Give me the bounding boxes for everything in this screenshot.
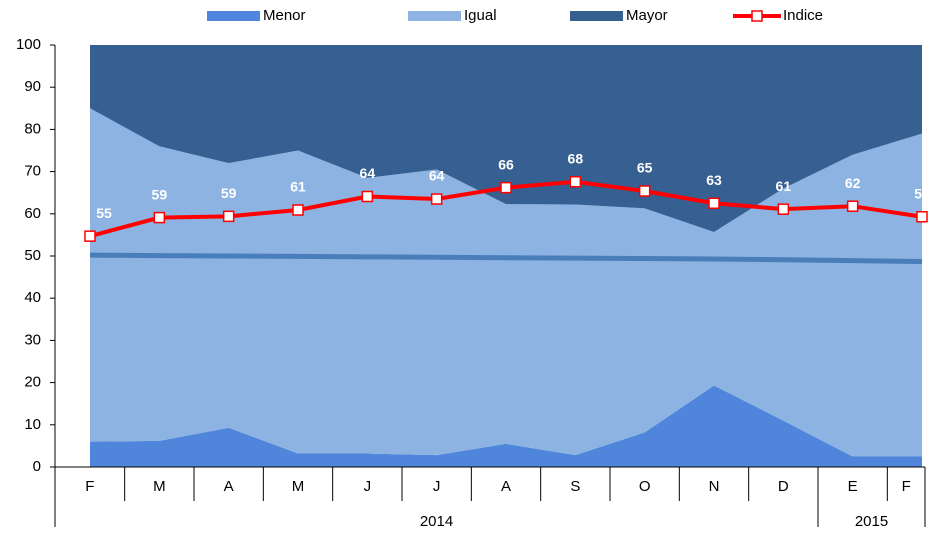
data-label: 61	[776, 178, 792, 194]
legend-label: Mayor	[626, 7, 668, 24]
marker	[500, 181, 512, 194]
marker	[153, 211, 166, 224]
x-tick-label: F	[902, 478, 911, 495]
y-tick-label: 60	[24, 205, 41, 222]
data-label: 59	[914, 185, 930, 201]
x-tick-label: S	[570, 478, 580, 495]
y-tick-label: 80	[24, 120, 41, 137]
data-label: 65	[637, 160, 653, 176]
area	[90, 108, 922, 457]
x-group-label: 2014	[420, 513, 453, 530]
y-tick-label: 0	[33, 458, 41, 475]
y-tick-label: 30	[24, 331, 41, 348]
x-tick-label: E	[848, 478, 858, 495]
x-tick-label: O	[639, 478, 651, 495]
x-tick-label: A	[224, 478, 234, 495]
x-tick-label: D	[778, 478, 789, 495]
data-label: 59	[152, 186, 168, 202]
data-label: 68	[568, 150, 584, 166]
data-label: 55	[96, 205, 112, 221]
marker	[708, 197, 720, 209]
legend-swatch	[570, 11, 623, 21]
data-label: 66	[498, 156, 514, 172]
x-tick-label: N	[709, 478, 720, 495]
x-tick-label: M	[292, 478, 305, 495]
y-tick-label: 70	[24, 163, 41, 180]
marker	[222, 210, 235, 223]
y-tick-label: 90	[24, 78, 41, 95]
y-tick-label: 50	[24, 247, 41, 264]
y-tick-label: 100	[16, 36, 41, 53]
legend-marker	[751, 10, 763, 22]
data-label: 64	[360, 165, 376, 181]
x-tick-label: J	[364, 478, 372, 495]
legend-label: Indice	[783, 7, 823, 24]
marker	[846, 200, 859, 212]
marker	[777, 203, 790, 215]
data-label: 63	[706, 172, 722, 188]
data-label: 61	[290, 179, 306, 195]
marker	[569, 175, 582, 188]
trend-line	[89, 252, 923, 264]
marker	[430, 193, 443, 205]
data-label: 64	[429, 168, 445, 184]
legend-swatch	[408, 11, 461, 21]
area	[90, 45, 922, 232]
legend-label: Igual	[464, 7, 497, 24]
marker	[916, 211, 928, 223]
y-tick-label: 10	[24, 416, 41, 433]
x-tick-label: J	[433, 478, 441, 495]
marker	[361, 190, 374, 203]
x-tick-label: F	[85, 478, 94, 495]
marker	[638, 185, 651, 197]
marker	[292, 204, 304, 216]
legend-label: Menor	[263, 7, 306, 24]
area	[90, 385, 922, 467]
y-tick-label: 20	[24, 374, 41, 391]
y-tick-label: 40	[24, 289, 41, 306]
marker	[84, 230, 96, 242]
data-label: 59	[221, 185, 237, 201]
x-tick-label: A	[501, 478, 511, 495]
x-tick-label: M	[153, 478, 166, 495]
data-label: 62	[845, 175, 861, 191]
legend-swatch	[207, 11, 260, 21]
x-group-label: 2015	[855, 513, 888, 530]
